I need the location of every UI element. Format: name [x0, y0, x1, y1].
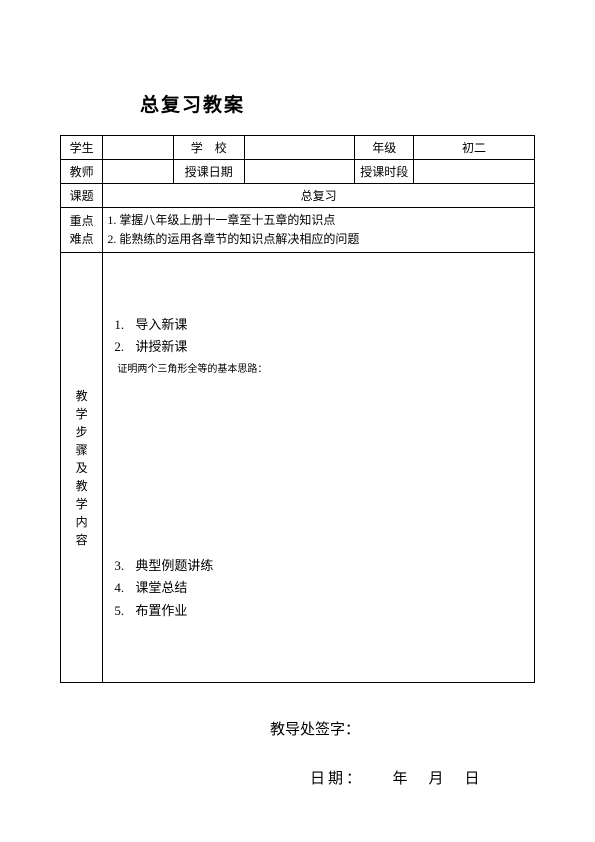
step-5: 布置作业: [127, 600, 530, 622]
step-4: 课堂总结: [127, 577, 530, 599]
step-2: 讲授新课: [127, 336, 530, 358]
value-date: [244, 160, 355, 184]
value-teacher: [103, 160, 174, 184]
label-period: 授课时段: [355, 160, 413, 184]
value-grade: 初二: [413, 136, 534, 160]
value-keypoints: 1. 掌握八年级上册十一章至十五章的知识点 2. 能熟练的运用各章节的知识点解决…: [103, 208, 535, 253]
footer: 教导处签字： 日期： 年 月 日: [60, 718, 535, 788]
document-title: 总复习教案: [140, 90, 535, 117]
keypoint-2: 2. 能熟练的运用各章节的知识点解决相应的问题: [107, 230, 530, 249]
value-steps: 导入新课 讲授新课 证明两个三角形全等的基本思路： 典型例题讲练 课堂总结 布置…: [103, 253, 535, 683]
value-period: [413, 160, 534, 184]
keypoint-1: 1. 掌握八年级上册十一章至十五章的知识点: [107, 211, 530, 230]
value-school: [244, 136, 355, 160]
label-school: 学 校: [173, 136, 244, 160]
label-teacher: 教师: [61, 160, 103, 184]
header-row-1: 学生 学 校 年级 初二: [61, 136, 535, 160]
date-line: 日期： 年 月 日: [310, 767, 535, 788]
signature-line: 教导处签字：: [270, 718, 535, 739]
label-grade: 年级: [355, 136, 413, 160]
label-steps-text: 教 学 步 骤 及 教 学 内 容: [65, 387, 98, 549]
label-date: 授课日期: [173, 160, 244, 184]
label-keypoints: 重点难点: [61, 208, 103, 253]
lesson-plan-table: 学生 学 校 年级 初二 教师 授课日期 授课时段 课题 总复习 重点难点: [60, 135, 535, 683]
header-row-2: 教师 授课日期 授课时段: [61, 160, 535, 184]
step-3: 典型例题讲练: [127, 555, 530, 577]
steps-list-top: 导入新课 讲授新课: [127, 314, 530, 358]
step-1: 导入新课: [127, 314, 530, 336]
value-student: [103, 136, 174, 160]
label-topic: 课题: [61, 184, 103, 208]
label-keypoints-text: 重点难点: [65, 212, 98, 248]
label-student: 学生: [61, 136, 103, 160]
label-steps: 教 学 步 骤 及 教 学 内 容: [61, 253, 103, 683]
step-2-note: 证明两个三角形全等的基本思路：: [117, 360, 530, 375]
page: 总复习教案 学生 学 校 年级 初二 教师 授课日期 授课时段 课: [0, 0, 595, 828]
keypoints-row: 重点难点 1. 掌握八年级上册十一章至十五章的知识点 2. 能熟练的运用各章节的…: [61, 208, 535, 253]
topic-row: 课题 总复习: [61, 184, 535, 208]
value-topic: 总复习: [103, 184, 535, 208]
steps-row: 教 学 步 骤 及 教 学 内 容 导入新课 讲授新课 证明两个三角形全等的基本…: [61, 253, 535, 683]
steps-list-bottom: 典型例题讲练 课堂总结 布置作业: [127, 555, 530, 621]
